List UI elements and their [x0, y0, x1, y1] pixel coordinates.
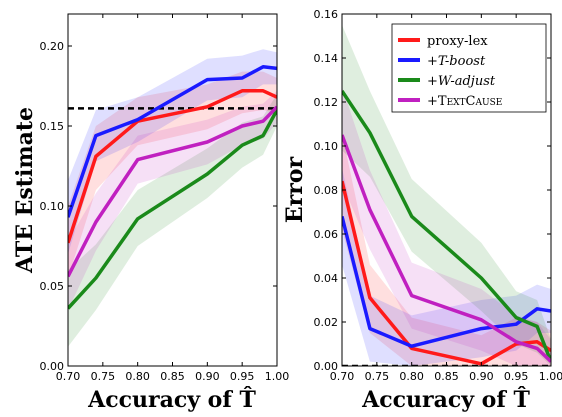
right-y-axis-title: Error [282, 156, 308, 223]
right-plot-area [342, 25, 551, 366]
series-line-proxy [68, 89, 277, 244]
legend-label-proxy: proxy-lex [427, 34, 488, 49]
series-line-wadjust [342, 90, 551, 363]
series-line-textcause [342, 134, 551, 363]
y-tick-label: 0.14 [314, 52, 339, 65]
band-proxy [342, 132, 551, 366]
band-textcause [68, 90, 277, 310]
series-line-tboost [68, 65, 277, 218]
right-ticks: 0.70 0.75 0.80 0.85 0.90 0.95 1.00 0.00 0.02 0.04… [314, 8, 562, 383]
band-wadjust [342, 25, 551, 366]
left-ticks: 0.70 0.75 0.80 0.85 0.90 0.95 1.00 0.00 0.05 0.10… [40, 14, 290, 383]
x-tick-label: 0.75 [365, 370, 390, 383]
ate-estimate-chart: 0.70 0.75 0.80 0.85 0.90 0.95 1.00 0.00 0.05 0.10… [12, 13, 290, 413]
band-wadjust [68, 94, 277, 347]
right-x-axis-title: Accuracy of T̂ [361, 387, 530, 413]
legend-label-wadjust: +W-adjust [427, 74, 496, 89]
x-tick-label: 0.95 [230, 370, 255, 383]
x-tick-label: 0.80 [399, 370, 424, 383]
y-tick-label: 0.08 [314, 184, 339, 197]
x-tick-label: 0.85 [434, 370, 459, 383]
x-tick-label: 0.70 [330, 370, 355, 383]
left-y-axis-title: ATE Estimate [12, 107, 38, 274]
series-line-wadjust [68, 109, 277, 310]
y-tick-label: 0.06 [314, 228, 339, 241]
left-x-axis-title: Accuracy of T̂ [87, 387, 256, 413]
y-tick-label: 0.16 [314, 8, 339, 21]
y-tick-label: 0.15 [40, 120, 65, 133]
x-tick-label: 0.90 [469, 370, 494, 383]
y-tick-label: 0.20 [40, 40, 65, 53]
y-tick-label: 0.00 [314, 360, 339, 373]
series-line-textcause [68, 105, 277, 278]
band-proxy [68, 71, 277, 278]
legend-label-textcause: +TextCause [427, 94, 502, 109]
y-tick-label: 0.04 [314, 272, 339, 285]
x-tick-label: 0.70 [56, 370, 81, 383]
left-plot-area [68, 49, 277, 347]
x-tick-label: 0.75 [91, 370, 116, 383]
x-tick-label: 0.85 [160, 370, 185, 383]
x-tick-label: 0.80 [125, 370, 150, 383]
legend-label-tboost: +T-boost [427, 54, 486, 69]
x-tick-label: 1.00 [539, 370, 562, 383]
error-chart: 0.70 0.75 0.80 0.85 0.90 0.95 1.00 0.00 0.02 0.04… [282, 8, 562, 413]
y-tick-label: 0.10 [314, 140, 339, 153]
series-line-tboost [342, 215, 551, 348]
y-tick-label: 0.12 [314, 96, 339, 109]
y-tick-label: 0.10 [40, 200, 65, 213]
x-tick-label: 1.00 [265, 370, 290, 383]
band-tboost [342, 168, 551, 366]
y-tick-label: 0.05 [40, 280, 65, 293]
y-tick-label: 0.02 [314, 316, 339, 329]
y-tick-label: 0.00 [40, 360, 65, 373]
x-tick-label: 0.95 [504, 370, 529, 383]
x-tick-label: 0.90 [195, 370, 220, 383]
band-textcause [342, 86, 551, 366]
legend: proxy-lex +T-boost +W-adjust +TextCause [391, 23, 547, 113]
